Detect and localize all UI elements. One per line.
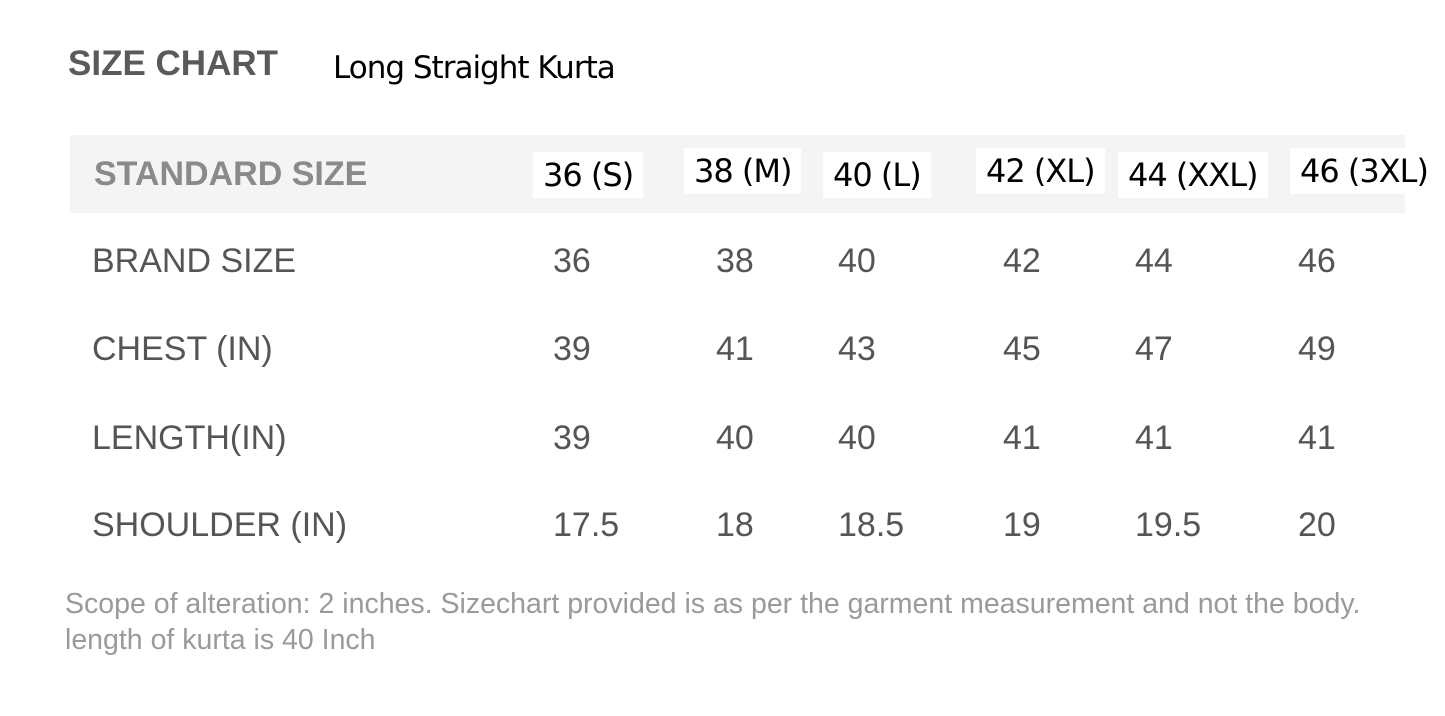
column-header: 46 (3XL)	[1290, 148, 1438, 194]
table-cell: 49	[1298, 330, 1336, 368]
note: Scope of alteration: 2 inches. Sizechart…	[65, 588, 1361, 656]
table-cell: 19.5	[1135, 506, 1202, 544]
table-cell: 40	[838, 419, 876, 457]
row-label: SHOULDER (IN)	[92, 506, 348, 544]
table-cell: 41	[1135, 419, 1173, 457]
column-header: 42 (XL)	[976, 148, 1105, 194]
table-cell: 20	[1298, 506, 1336, 544]
table-cell: 39	[553, 419, 591, 457]
row-label: CHEST (IN)	[92, 330, 273, 368]
table-cell: 41	[1003, 419, 1041, 457]
column-header: STANDARD SIZE	[94, 155, 368, 193]
table-cell: 42	[1003, 242, 1041, 280]
column-header: 40 (L)	[823, 152, 931, 198]
column-header: 44 (XXL)	[1118, 152, 1268, 198]
table-cell: 46	[1298, 242, 1336, 280]
table-cell: 18.5	[838, 506, 905, 544]
table-cell: 36	[553, 242, 591, 280]
table-cell: 17.5	[553, 506, 620, 544]
table-cell: 40	[838, 242, 876, 280]
title: SIZE CHART	[68, 44, 278, 83]
column-header: 36 (S)	[533, 152, 644, 198]
column-header: 38 (M)	[684, 148, 802, 194]
row-label: LENGTH(IN)	[92, 419, 287, 457]
table-cell: 41	[716, 330, 754, 368]
row-label: BRAND SIZE	[92, 242, 297, 280]
table-cell: 43	[838, 330, 876, 368]
table-cell: 44	[1135, 242, 1173, 280]
table-cell: 40	[716, 419, 754, 457]
table-cell: 18	[716, 506, 754, 544]
subtitle: Long Straight Kurta	[333, 50, 616, 86]
table-cell: 45	[1003, 330, 1041, 368]
table-cell: 19	[1003, 506, 1041, 544]
table-cell: 38	[716, 242, 754, 280]
table-cell: 39	[553, 330, 591, 368]
table-cell: 41	[1298, 419, 1336, 457]
table-cell: 47	[1135, 330, 1173, 368]
